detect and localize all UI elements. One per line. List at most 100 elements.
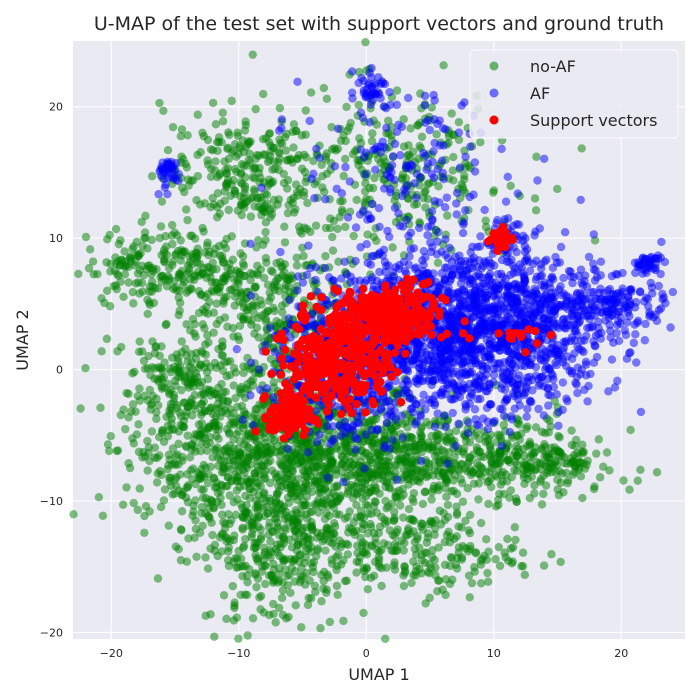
data-point [147,287,157,296]
data-point [239,407,249,416]
data-point [150,443,160,452]
data-point [541,481,551,490]
data-point [269,599,278,609]
data-point [459,175,469,184]
data-point [474,495,483,504]
data-point [420,488,430,497]
data-point [209,308,219,317]
data-point [204,423,213,433]
data-point [261,316,271,326]
data-point [231,510,241,520]
data-point [532,458,542,467]
data-point [454,464,464,474]
data-point [371,534,380,543]
data-point [320,263,330,273]
data-point [147,363,157,372]
data-point [106,267,115,276]
data-point [390,539,400,549]
data-point [553,485,562,494]
data-point [211,120,221,129]
data-point [178,456,187,465]
data-point [367,542,377,551]
data-point [457,555,467,564]
data-point [187,231,197,240]
data-point [589,484,599,494]
data-point [484,499,493,509]
data-point [210,483,220,492]
data-point [478,279,488,288]
data-point [113,257,123,266]
data-point [229,498,238,507]
data-point [348,460,358,469]
data-point [530,231,539,240]
data-point [289,518,298,528]
data-point [137,217,146,227]
data-point [562,394,571,403]
data-point [163,432,173,441]
data-point [322,149,331,158]
data-point [227,96,236,106]
data-point [515,435,524,444]
data-point [205,297,214,307]
data-point [128,400,138,409]
data-point [363,529,373,538]
data-point [557,469,567,478]
data-point [169,362,179,372]
data-point [527,449,536,459]
data-point [301,106,310,115]
data-point [325,617,335,627]
data-point [373,471,383,480]
data-point [177,183,187,192]
data-point [329,528,338,538]
data-point [267,210,277,219]
data-point [408,434,417,443]
data-point [180,398,189,407]
data-point [443,211,452,220]
data-point [143,295,152,305]
data-point [511,535,520,545]
data-point [253,236,263,245]
data-point [157,470,166,480]
data-point [203,498,212,507]
data-point [227,232,237,241]
data-point [473,394,482,404]
data-point [287,543,297,552]
data-point [322,509,331,518]
data-point [193,251,202,260]
data-point [106,431,115,441]
data-point [171,250,180,260]
data-point [246,212,256,221]
data-point [310,581,320,591]
data-point [135,484,144,493]
data-point [133,505,142,515]
data-point [196,290,206,299]
data-point [248,172,258,182]
data-point [433,227,443,237]
data-point [360,187,370,196]
data-point [545,416,554,425]
data-point [237,159,247,169]
data-point [391,468,400,478]
data-point [161,231,170,241]
data-point [271,447,280,457]
data-point [462,466,472,476]
data-point [306,594,316,603]
data-point [500,548,509,557]
data-point [229,332,238,341]
data-point [336,493,345,502]
data-point [183,175,193,184]
data-point [388,435,397,445]
data-point [311,221,321,230]
data-point [393,525,402,534]
data-point [164,450,174,459]
data-point [279,557,288,566]
data-point [398,433,407,442]
data-point [273,490,282,499]
data-point [254,478,263,488]
data-point [147,235,156,245]
data-point [288,467,297,476]
data-point [335,536,344,545]
data-point [539,411,549,420]
data-point [332,481,342,490]
data-point [327,122,336,132]
